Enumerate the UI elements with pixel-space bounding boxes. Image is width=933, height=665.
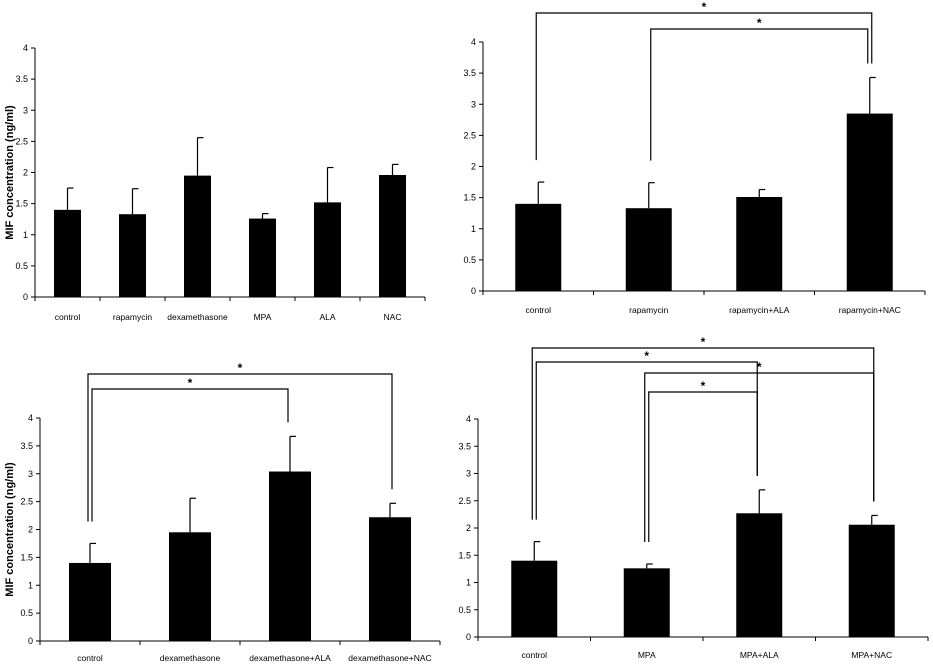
y-tick-label: 2 <box>466 523 471 533</box>
y-tick-label: 0.5 <box>20 608 33 618</box>
y-tick-label: 2 <box>28 525 33 535</box>
category-label: dexamethasone+NAC <box>348 653 431 663</box>
category-label: control <box>521 650 547 660</box>
bar-rapamycin-ala <box>736 197 783 291</box>
y-tick-label: 3.5 <box>20 441 33 451</box>
category-label: control <box>77 653 103 663</box>
y-tick-label: 3.5 <box>463 68 476 78</box>
y-tick-label: 3 <box>28 469 33 479</box>
chart-panel-top-left: 0 0.5 1 1.5 2 2.5 3 3.5 4 control rapamycin dexamet… <box>4 43 426 322</box>
category-label: MPA+NAC <box>851 650 892 660</box>
y-tick-label: 1 <box>23 230 28 240</box>
significance-bracket <box>650 28 869 161</box>
chart-panel-bottom-left: 0 0.5 1 1.5 2 2.5 3 3.5 4 control dexamethasone dex… <box>4 361 441 663</box>
y-tick-label: 1.5 <box>463 193 476 203</box>
category-label: control <box>55 312 81 322</box>
chart-panel-bottom-right: 0 0.5 1 1.5 2 2.5 3 3.5 4 control MPA MPA+ALA MPA+NA… <box>458 335 929 660</box>
y-tick-label: 3 <box>466 469 471 479</box>
category-label: rapamycin <box>629 305 668 315</box>
bar-dexamethasone-ala <box>269 471 311 641</box>
bar-mpa <box>623 568 670 637</box>
bar-control <box>69 562 111 641</box>
y-tick-label: 1 <box>28 580 33 590</box>
significance-bracket <box>535 12 873 161</box>
significance-star: * <box>188 376 193 390</box>
y-tick-label: 0 <box>471 286 476 296</box>
y-tick-label: 2.5 <box>458 496 471 506</box>
significance-star: * <box>757 16 762 30</box>
y-tick-label: 0.5 <box>458 605 471 615</box>
bar-rapamycin <box>119 214 146 297</box>
y-tick-label: 0 <box>466 632 471 642</box>
bar-dexamethasone <box>184 175 211 297</box>
y-tick-label: 3.5 <box>15 74 28 84</box>
y-tick-label: 1.5 <box>20 552 33 562</box>
category-label: rapamycin <box>113 312 152 322</box>
bar-mpa <box>249 218 276 297</box>
y-tick-label: 1 <box>466 578 471 588</box>
bar-dexamethasone-nac <box>369 517 411 641</box>
category-label: rapamycin+NAC <box>839 305 901 315</box>
y-tick-label: 4 <box>28 413 33 423</box>
y-tick-label: 1.5 <box>15 199 28 209</box>
bar-rapamycin <box>625 208 672 291</box>
bar-control <box>511 560 558 637</box>
bar-mpa-nac <box>848 524 895 637</box>
category-label: NAC <box>384 312 402 322</box>
significance-star: * <box>644 349 649 363</box>
bar-ala <box>314 202 341 297</box>
category-label: rapamycin+ALA <box>729 305 790 315</box>
significance-star: * <box>702 0 707 14</box>
significance-bracket <box>91 388 289 522</box>
y-tick-label: 0 <box>28 636 33 646</box>
significance-bracket <box>535 361 758 520</box>
y-tick-label: 2 <box>471 162 476 172</box>
significance-star: * <box>701 335 706 349</box>
y-tick-label: 3 <box>23 105 28 115</box>
y-tick-label: 0.5 <box>463 255 476 265</box>
bar-mpa-ala <box>736 513 783 637</box>
significance-star: * <box>238 361 243 375</box>
y-tick-label: 1 <box>471 224 476 234</box>
y-tick-label: 2.5 <box>463 130 476 140</box>
category-label: ALA <box>319 312 335 322</box>
y-tick-label: 4 <box>23 43 28 53</box>
chart-panel-top-right: 0 0.5 1 1.5 2 2.5 3 3.5 4 control rapamycin rapamyc… <box>463 0 926 315</box>
bar-control <box>54 209 81 297</box>
bar-nac <box>379 174 406 297</box>
y-tick-label: 0.5 <box>15 261 28 271</box>
y-tick-label: 2.5 <box>15 136 28 146</box>
y-tick-label: 4 <box>471 37 476 47</box>
bar-dexamethasone <box>169 532 211 641</box>
y-tick-label: 2 <box>23 168 28 178</box>
y-tick-label: 3.5 <box>458 441 471 451</box>
category-label: dexamethasone+ALA <box>249 653 331 663</box>
y-tick-label: 0 <box>23 292 28 302</box>
significance-star: * <box>757 360 762 374</box>
significance-bracket <box>87 373 393 522</box>
y-axis-label: MIF concentration (ng/ml) <box>4 105 16 240</box>
y-tick-label: 1.5 <box>458 550 471 560</box>
category-label: MPA <box>638 650 656 660</box>
y-tick-label: 2.5 <box>20 497 33 507</box>
category-label: MPA+ALA <box>740 650 779 660</box>
bar-control <box>515 203 562 291</box>
significance-bracket <box>648 391 758 542</box>
y-tick-label: 3 <box>471 99 476 109</box>
bar-rapamycin-nac <box>846 113 893 292</box>
category-label: control <box>525 305 551 315</box>
significance-star: * <box>701 379 706 393</box>
y-axis-label: MIF concentration (ng/ml) <box>4 462 16 597</box>
significance-bracket <box>644 372 875 542</box>
category-label: MPA <box>254 312 272 322</box>
y-tick-label: 4 <box>466 414 471 424</box>
category-label: dexamethasone <box>167 312 228 322</box>
category-label: dexamethasone <box>160 653 221 663</box>
significance-bracket <box>531 347 875 520</box>
